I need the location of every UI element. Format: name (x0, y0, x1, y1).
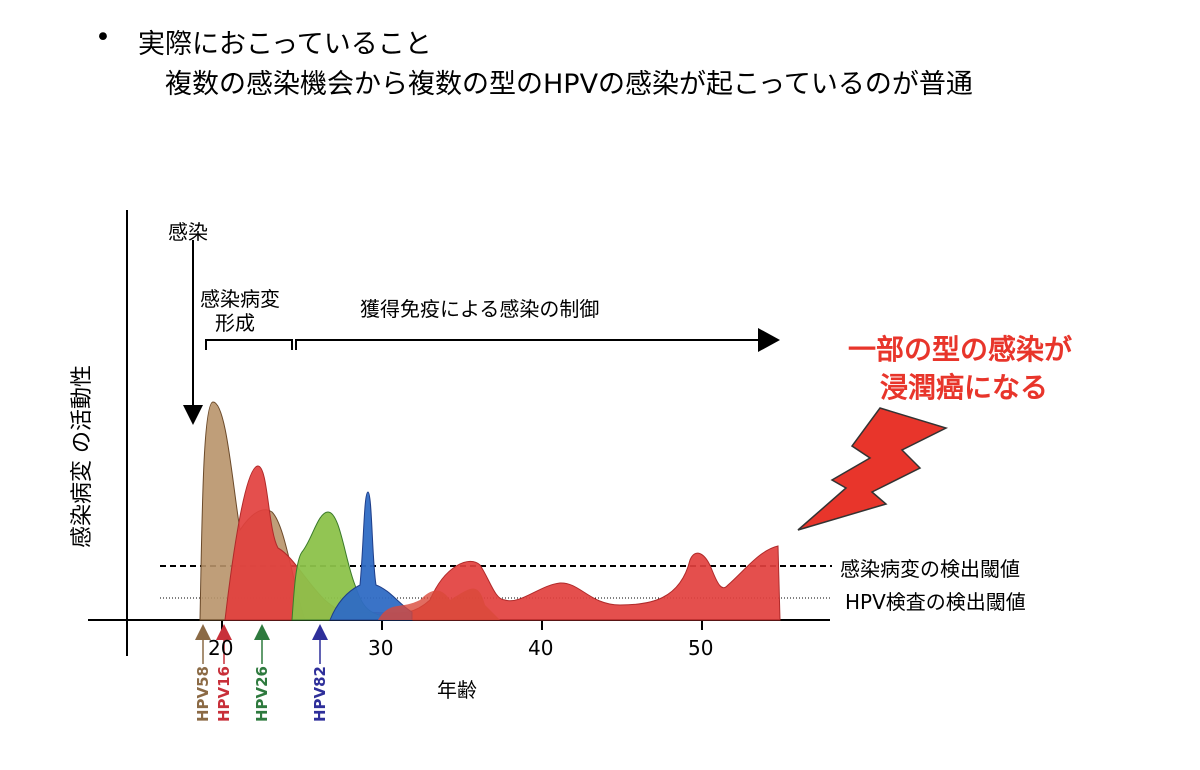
hpv16-label: HPV16 (215, 666, 233, 723)
hpv16-curve (224, 465, 781, 621)
immune-control-arrow (295, 339, 760, 350)
lesion-formation-label-1: 感染病変 (200, 287, 280, 311)
x-ticks (221, 620, 703, 630)
slide-heading: 実際におこっていること (138, 29, 432, 60)
callout-line-1: 一部の型の感染が (848, 333, 1073, 366)
y-axis-label: 感染病変 の活動性 (70, 365, 95, 548)
slide-subheading: 複数の感染機会から複数の型のHPVの感染が起こっているのが普通 (165, 69, 973, 100)
lesion-threshold-label: 感染病変の検出閾値 (840, 557, 1020, 581)
x-tick-label-50: 50 (688, 636, 714, 660)
hpv58-label: HPV58 (194, 666, 212, 723)
hpv16-overlay (378, 588, 500, 620)
hpv26-label: HPV26 (253, 666, 271, 723)
infection-label: 感染 (168, 220, 208, 244)
hpv26-marker (254, 624, 270, 664)
lightning-bolt-icon (797, 407, 949, 531)
hpv-test-threshold-label: HPV検査の検出閾値 (845, 590, 1026, 614)
x-tick-label-40: 40 (528, 636, 554, 660)
infection-arrowhead (183, 405, 203, 425)
bullet: • (95, 22, 111, 53)
lesion-formation-bracket (205, 339, 293, 350)
immune-control-label: 獲得免疫による感染の制御 (360, 297, 600, 321)
hpv82-label: HPV82 (311, 666, 329, 723)
x-tick-label-20: 20 (208, 636, 234, 660)
hpv58-marker (195, 624, 211, 664)
lesion-formation-label-2: 形成 (215, 311, 255, 335)
x-tick-label-30: 30 (368, 636, 394, 660)
immune-control-arrowhead (758, 328, 780, 352)
hpv82-marker (312, 624, 328, 664)
callout-line-2: 浸潤癌になる (880, 371, 1049, 404)
x-axis-label: 年齢 (437, 678, 477, 702)
hpv82-curve (329, 491, 413, 621)
hpv16-marker (216, 624, 232, 664)
